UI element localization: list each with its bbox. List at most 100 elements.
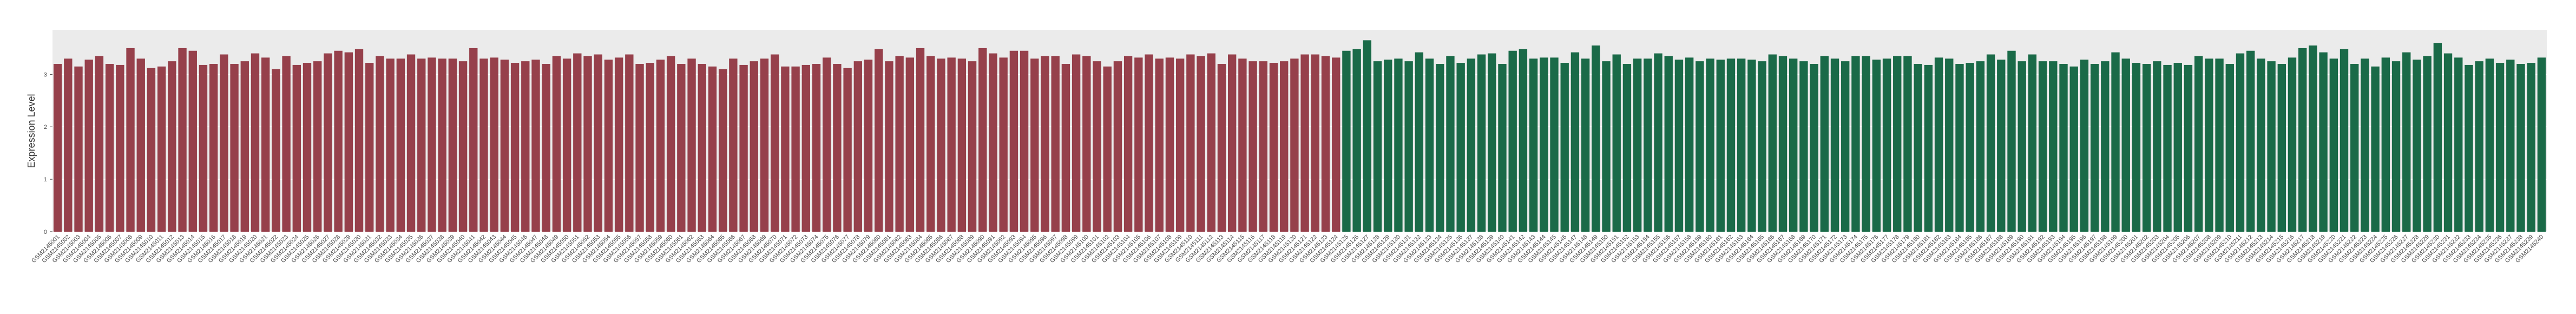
bar [718,69,727,232]
bar [396,58,405,232]
bar [1893,56,1902,232]
bar [1820,56,1829,232]
bar [220,54,228,232]
bar [2007,50,2016,232]
bar [1061,63,1070,232]
bar [1882,58,1891,232]
bar [2121,58,2130,232]
bar [199,64,208,232]
bar [1622,63,1632,232]
bar [1238,58,1247,232]
bar [2018,61,2026,232]
bar [1674,60,1684,232]
bar [1436,63,1444,232]
bar [698,63,706,232]
bar [1404,61,1413,232]
bar [1747,60,1756,232]
bar [1175,58,1185,232]
bar [1768,54,1777,232]
bar [1851,56,1860,232]
bar [2391,61,2401,232]
bar [2194,56,2203,232]
bar [2101,61,2110,232]
bar [926,56,935,232]
bar [1799,61,1808,232]
y-axis-label: Expression Level [26,94,37,168]
bar [2402,52,2411,232]
bar [1612,54,1621,232]
bar [1165,57,1174,232]
bar [1540,57,1548,232]
bar [209,63,218,232]
bar [708,66,717,232]
bar [1425,58,1434,232]
bar [1384,60,1392,232]
bar [188,50,197,232]
bar [1394,58,1403,232]
bar [1248,61,1257,232]
bar [1197,56,1205,232]
bar [1737,58,1746,232]
bar [2069,66,2078,232]
bar [1581,58,1590,232]
bar [1467,58,1476,232]
bar [2340,49,2349,232]
bar [2443,53,2453,232]
bar [2485,58,2494,232]
bar [2059,63,2068,232]
bar [1155,58,1164,232]
bar [417,58,426,232]
bar [1352,49,1361,232]
bar [2090,63,2099,232]
bar [1685,57,1694,232]
bar [2516,63,2525,232]
bar [687,58,696,232]
bar [1570,52,1580,232]
bar [1934,57,1943,232]
bar [1259,61,1267,232]
bar [2319,52,2328,232]
bar [1217,63,1226,232]
y-tick-label: 1 [44,176,47,183]
bar [1654,53,1662,232]
bar [2153,61,2161,232]
bar [1529,58,1538,232]
bar [272,69,280,232]
bar [510,63,520,232]
bar [1602,61,1611,232]
bar [864,60,873,232]
bar [1082,56,1091,232]
bar [1966,63,1974,232]
bar [947,57,956,232]
bar [1145,54,1153,232]
bar [1072,54,1081,232]
bar [2028,54,2037,232]
bar [2537,57,2546,232]
bar [230,63,239,232]
bar [136,58,145,232]
bar [1186,54,1195,232]
bar [282,56,291,232]
bar [573,53,582,232]
bar [895,56,904,232]
bar [646,63,654,232]
bar [95,56,104,232]
bar [1446,56,1455,232]
bar [666,56,675,232]
bar [1300,54,1309,232]
bar [2433,43,2442,232]
bar [853,61,863,232]
bar [2267,61,2276,232]
bar [2111,52,2120,232]
bar [1363,40,1372,232]
bar [2205,58,2213,232]
bar [500,60,509,232]
y-tick-label: 2 [44,124,47,130]
bar [2173,63,2182,232]
bar [261,57,270,232]
bar [2506,60,2515,232]
bar [2350,63,2359,232]
bar [1269,63,1278,232]
bar [1955,63,1964,232]
bar [428,57,436,232]
